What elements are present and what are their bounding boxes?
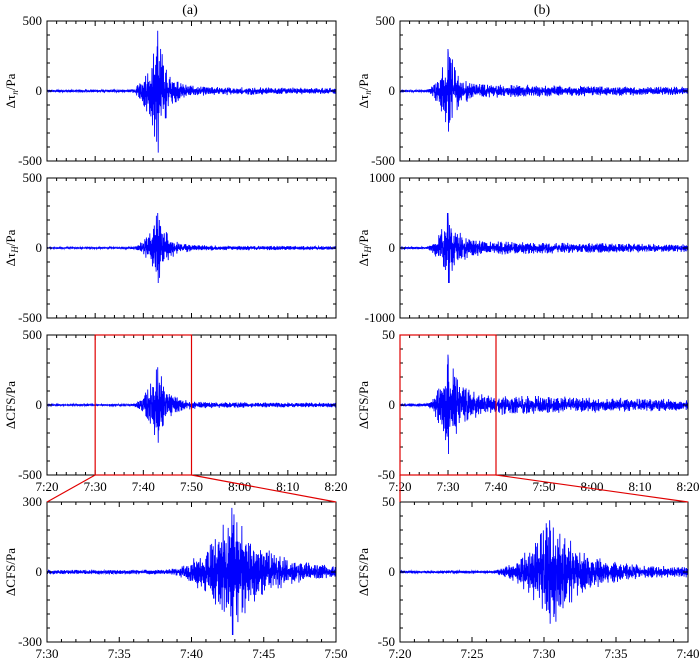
y-axis-label: ΔτH/Pa bbox=[356, 229, 373, 266]
zoom-box-a3 bbox=[94, 334, 193, 476]
x-tick-label: 8:10 bbox=[276, 479, 299, 494]
x-tick-label: 7:45 bbox=[252, 646, 275, 661]
y-tick-label: -1000 bbox=[365, 310, 395, 325]
y-label-main: ΔCFS bbox=[356, 565, 371, 597]
y-label-unit: /Pa bbox=[3, 548, 18, 565]
column-label-a: (a) bbox=[182, 3, 198, 18]
y-label-unit: /Pa bbox=[3, 73, 18, 90]
y-axis-label: ΔτH/Pa bbox=[3, 229, 20, 266]
x-tick-label: 7:30 bbox=[436, 479, 459, 494]
y-label-unit: /Pa bbox=[3, 381, 18, 398]
trace-a1 bbox=[46, 30, 337, 153]
y-label-main: ΔCFS bbox=[3, 565, 18, 597]
trace-b3 bbox=[399, 354, 689, 455]
y-tick-label: 50 bbox=[382, 327, 395, 342]
x-tick-label: 8:00 bbox=[580, 479, 603, 494]
y-label-unit: /Pa bbox=[356, 381, 371, 398]
y-label-sub: n bbox=[363, 90, 373, 95]
y-tick-label: 0 bbox=[389, 397, 396, 412]
y-tick-label: 0 bbox=[389, 564, 396, 579]
y-axis-label: ΔCFS/Pa bbox=[356, 548, 371, 596]
y-tick-label: 50 bbox=[382, 494, 395, 509]
y-label-sub: H bbox=[363, 246, 373, 254]
panel-a2: 500 0 -500 ΔτH/Pa bbox=[3, 170, 337, 325]
y-label-main: Δτ bbox=[356, 253, 371, 267]
x-tick-label: 7:50 bbox=[180, 479, 203, 494]
x-tick-label: 7:40 bbox=[132, 479, 155, 494]
x-tick-label: 7:35 bbox=[108, 646, 131, 661]
panel-b2: 1000 0 -1000 ΔτH/Pa bbox=[356, 170, 689, 325]
y-axis-label: ΔCFS/Pa bbox=[3, 548, 18, 596]
panel-b4: 7:20 7:25 7:30 7:35 7:40 50 0 -50 ΔCFS/Pa bbox=[356, 494, 700, 661]
trace-a4 bbox=[46, 507, 337, 636]
trace-b4 bbox=[399, 520, 689, 624]
x-tick-label: 7:30 bbox=[35, 646, 58, 661]
zoom-box-b3 bbox=[399, 334, 497, 476]
zoom-connector-right bbox=[495, 474, 689, 503]
y-label-unit: /Pa bbox=[3, 229, 18, 246]
x-tick-label: 7:30 bbox=[84, 479, 107, 494]
y-label-unit: /Pa bbox=[356, 229, 371, 246]
x-tick-label: 8:20 bbox=[324, 479, 347, 494]
trace-b1 bbox=[399, 48, 689, 132]
y-tick-label: 500 bbox=[23, 327, 43, 342]
y-tick-label: 300 bbox=[23, 494, 43, 509]
zoom-connector-left bbox=[46, 474, 96, 503]
y-tick-label: 0 bbox=[36, 397, 43, 412]
y-axis-label: ΔCFS/Pa bbox=[3, 381, 18, 429]
y-label-main: Δτ bbox=[3, 95, 18, 109]
y-label-main: Δτ bbox=[3, 253, 18, 267]
y-tick-label: -300 bbox=[18, 634, 42, 649]
y-tick-label: -500 bbox=[371, 153, 395, 168]
y-tick-label: 500 bbox=[376, 13, 396, 28]
x-tick-label: 7:25 bbox=[460, 646, 483, 661]
panel-a3: 7:20 7:30 7:40 7:50 8:00 8:10 8:20 500 0 -500 ΔCFS… bbox=[3, 327, 348, 494]
panel-a4: 7:30 7:35 7:40 7:45 7:50 300 0 -300 ΔCFS/Pa bbox=[3, 494, 348, 661]
panel-b3: 7:20 7:30 7:40 7:50 8:00 8:10 8:20500-50ΔCFS/P… bbox=[356, 327, 700, 494]
panel-b1: 500 0 -500 Δτn/Pa bbox=[356, 13, 689, 168]
x-tick-label: 8:20 bbox=[676, 479, 699, 494]
y-tick-label: 0 bbox=[36, 83, 43, 98]
y-label-sub: H bbox=[10, 246, 20, 254]
y-tick-label: 0 bbox=[36, 240, 43, 255]
y-label-unit: /Pa bbox=[356, 73, 371, 90]
x-tick-label: 7:40 bbox=[484, 479, 507, 494]
y-tick-label: -500 bbox=[18, 310, 42, 325]
x-tick-label: 7:40 bbox=[180, 646, 203, 661]
x-tick-label: 7:40 bbox=[676, 646, 699, 661]
x-tick-label: 7:50 bbox=[324, 646, 347, 661]
x-tick-label: 7:20 bbox=[388, 646, 411, 661]
y-tick-label: -500 bbox=[18, 467, 42, 482]
trace-b2 bbox=[399, 212, 689, 284]
panel-a1: 500 0 -500 Δτn/Pa bbox=[3, 13, 337, 168]
column-label-b: (b) bbox=[534, 3, 551, 18]
x-tick-label: 8:10 bbox=[628, 479, 651, 494]
zoom-connector-right bbox=[191, 474, 337, 503]
y-tick-label: 0 bbox=[389, 83, 396, 98]
x-tick-label: 7:20 bbox=[35, 479, 58, 494]
y-label-unit: /Pa bbox=[356, 548, 371, 565]
y-label-sub: n bbox=[10, 90, 20, 95]
y-tick-label: 0 bbox=[36, 564, 43, 579]
y-tick-label: 0 bbox=[389, 240, 396, 255]
y-tick-label: -50 bbox=[378, 634, 395, 649]
y-tick-label: -500 bbox=[18, 153, 42, 168]
y-axis-label: ΔCFS/Pa bbox=[356, 381, 371, 429]
y-label-main: Δτ bbox=[356, 95, 371, 109]
y-label-main: ΔCFS bbox=[356, 398, 371, 430]
y-tick-label: 500 bbox=[23, 13, 43, 28]
y-label-main: ΔCFS bbox=[3, 398, 18, 430]
x-tick-label: 7:30 bbox=[532, 646, 555, 661]
trace-a2 bbox=[46, 212, 337, 284]
y-axis-label: Δτn/Pa bbox=[356, 73, 373, 108]
y-tick-label: -50 bbox=[378, 467, 395, 482]
y-tick-label: 500 bbox=[23, 170, 43, 185]
x-tick-label: 7:35 bbox=[604, 646, 627, 661]
y-axis-label: Δτn/Pa bbox=[3, 73, 20, 108]
x-tick-label: 8:00 bbox=[228, 479, 251, 494]
y-tick-label: 1000 bbox=[369, 170, 395, 185]
